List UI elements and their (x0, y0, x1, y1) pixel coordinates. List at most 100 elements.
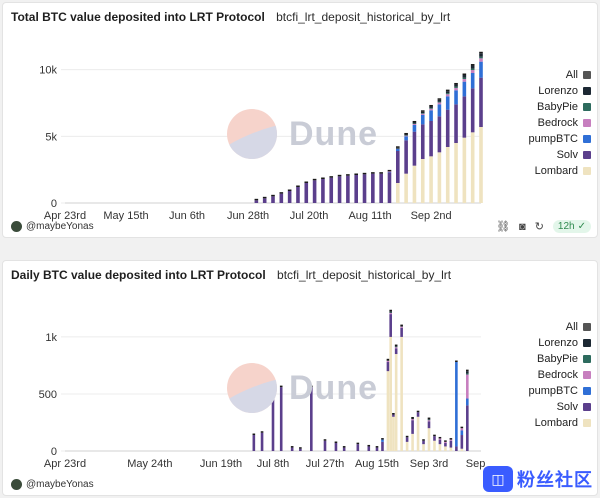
bar-segment-babypie[interactable] (437, 101, 442, 103)
bar-segment-solv[interactable] (386, 362, 390, 372)
bar-segment-lorenzo[interactable] (437, 99, 442, 102)
legend-item-babypie[interactable]: BabyPie (511, 351, 591, 367)
bar-segment-lombard[interactable] (400, 336, 403, 451)
bar-segment-lombard[interactable] (427, 428, 431, 451)
bar-segment-solv[interactable] (445, 109, 450, 147)
bar-segment-bedrock[interactable] (420, 113, 425, 115)
bar-segment-lorenzo[interactable] (389, 311, 392, 313)
bar-segment-solv[interactable] (279, 193, 284, 203)
bar-segment-solv[interactable] (271, 396, 275, 451)
bar-segment-lombard[interactable] (405, 441, 409, 451)
bar-segment-lombard[interactable] (429, 156, 433, 203)
bar-segment-pumpbtc[interactable] (460, 430, 464, 436)
bar-segment-pumpbtc[interactable] (412, 125, 417, 132)
bar-segment-bedrock[interactable] (389, 312, 392, 315)
bar-segment-bedrock[interactable] (470, 70, 475, 73)
legend-item-pumpbtc[interactable]: pumpBTC (511, 383, 591, 399)
bar-segment-pumpbtc[interactable] (437, 104, 442, 117)
bar-segment-babypie[interactable] (420, 113, 425, 114)
bar-segment-bedrock[interactable] (411, 419, 414, 421)
bar-segment-bedrock[interactable] (394, 347, 398, 349)
bar-segment-solv[interactable] (404, 140, 408, 174)
bar-segment-solv[interactable] (422, 440, 425, 445)
bar-segment-lombard[interactable] (404, 173, 408, 203)
bar-segment-solv[interactable] (310, 387, 313, 451)
bar-segment-lombard[interactable] (392, 416, 395, 451)
bar-segment-bedrock[interactable] (449, 439, 453, 441)
bar-segment-solv[interactable] (367, 446, 371, 451)
bar-segment-bedrock[interactable] (438, 438, 442, 440)
bar-segment-bedrock[interactable] (404, 135, 408, 137)
bar-segment-solv[interactable] (321, 179, 325, 203)
bar-segment-pumpbtc[interactable] (479, 61, 483, 78)
bar-segment-lorenzo[interactable] (429, 106, 433, 108)
legend-item-lorenzo[interactable]: Lorenzo (511, 335, 591, 351)
bar-segment-lombard[interactable] (396, 183, 400, 203)
bar-segment-solv[interactable] (299, 448, 302, 451)
bar-segment-lombard[interactable] (479, 127, 483, 203)
bar-segment-bedrock[interactable] (400, 326, 403, 328)
bar-segment-lombard[interactable] (420, 159, 425, 203)
bar-segment-solv[interactable] (392, 414, 395, 417)
legend-item-solv[interactable]: Solv (511, 399, 591, 415)
bar-segment-solv[interactable] (433, 436, 436, 441)
bar-segment-solv[interactable] (354, 175, 358, 203)
bar-segment-solv[interactable] (287, 191, 292, 203)
bar-segment-solv[interactable] (323, 440, 327, 451)
bar-segment-solv[interactable] (296, 187, 300, 203)
bar-segment-solv[interactable] (254, 200, 259, 203)
bar-segment-babypie[interactable] (462, 77, 467, 79)
bar-segment-lorenzo[interactable] (396, 147, 400, 149)
bar-segment-solv[interactable] (462, 96, 467, 138)
bar-segment-solv[interactable] (429, 121, 433, 157)
bar-segment-bedrock[interactable] (387, 171, 392, 172)
bar-segment-solv[interactable] (346, 175, 350, 203)
bar-segment-babypie[interactable] (389, 312, 392, 313)
bar-segment-solv[interactable] (337, 176, 342, 203)
bar-segment-lombard[interactable] (470, 132, 475, 203)
legend-item-pumpbtc[interactable]: pumpBTC (511, 131, 591, 147)
legend-item-lorenzo[interactable]: Lorenzo (511, 83, 591, 99)
bar-segment-lorenzo[interactable] (412, 122, 417, 124)
bar-segment-lombard[interactable] (437, 152, 442, 203)
camera-icon[interactable]: ◙ (519, 220, 526, 233)
bar-segment-lorenzo[interactable] (462, 75, 467, 78)
bar-segment-lombard[interactable] (449, 447, 453, 451)
bar-segment-solv[interactable] (304, 183, 309, 203)
bar-segment-solv[interactable] (329, 177, 334, 203)
author[interactable]: @maybeYonas (11, 221, 94, 232)
bar-segment-solv[interactable] (387, 172, 392, 203)
bar-segment-pumpbtc[interactable] (381, 439, 384, 442)
bar-segment-bedrock[interactable] (412, 123, 417, 125)
bar-segment-solv[interactable] (362, 174, 367, 203)
bar-segment-solv[interactable] (260, 432, 264, 451)
bar-segment-pumpbtc[interactable] (404, 136, 408, 141)
legend-item-lombard[interactable]: Lombard (511, 163, 591, 179)
bar-segment-lorenzo[interactable] (445, 91, 450, 94)
bar-segment-solv[interactable] (470, 88, 475, 133)
bar-segment-solv[interactable] (454, 104, 458, 143)
bar-segment-lorenzo[interactable] (479, 53, 483, 57)
bar-segment-solv[interactable] (381, 441, 384, 451)
bar-segment-bedrock[interactable] (466, 374, 469, 399)
bar-segment-lorenzo[interactable] (466, 371, 469, 374)
bar-segment-solv[interactable] (438, 439, 442, 445)
bar-segment-solv[interactable] (290, 447, 294, 451)
bar-segment-solv[interactable] (375, 447, 379, 451)
legend-item-lombard[interactable]: Lombard (511, 415, 591, 431)
bar-segment-solv[interactable] (427, 421, 431, 429)
bar-segment-babypie[interactable] (470, 68, 475, 71)
legend-item-all[interactable]: All (511, 67, 591, 83)
bar-segment-babypie[interactable] (394, 346, 398, 348)
refresh-badge[interactable]: 12h ✓ (552, 220, 591, 233)
bar-segment-solv[interactable] (396, 151, 400, 183)
bar-segment-lorenzo[interactable] (420, 111, 425, 113)
bar-segment-lombard[interactable] (433, 440, 436, 451)
bar-segment-pumpbtc[interactable] (462, 81, 467, 97)
bar-segment-lorenzo[interactable] (427, 419, 431, 420)
bar-segment-solv[interactable] (379, 173, 383, 203)
bar-segment-babypie[interactable] (427, 419, 431, 421)
bar-segment-lorenzo[interactable] (454, 84, 458, 87)
bar-segment-babypie[interactable] (404, 135, 408, 136)
bar-segment-solv[interactable] (334, 443, 338, 451)
